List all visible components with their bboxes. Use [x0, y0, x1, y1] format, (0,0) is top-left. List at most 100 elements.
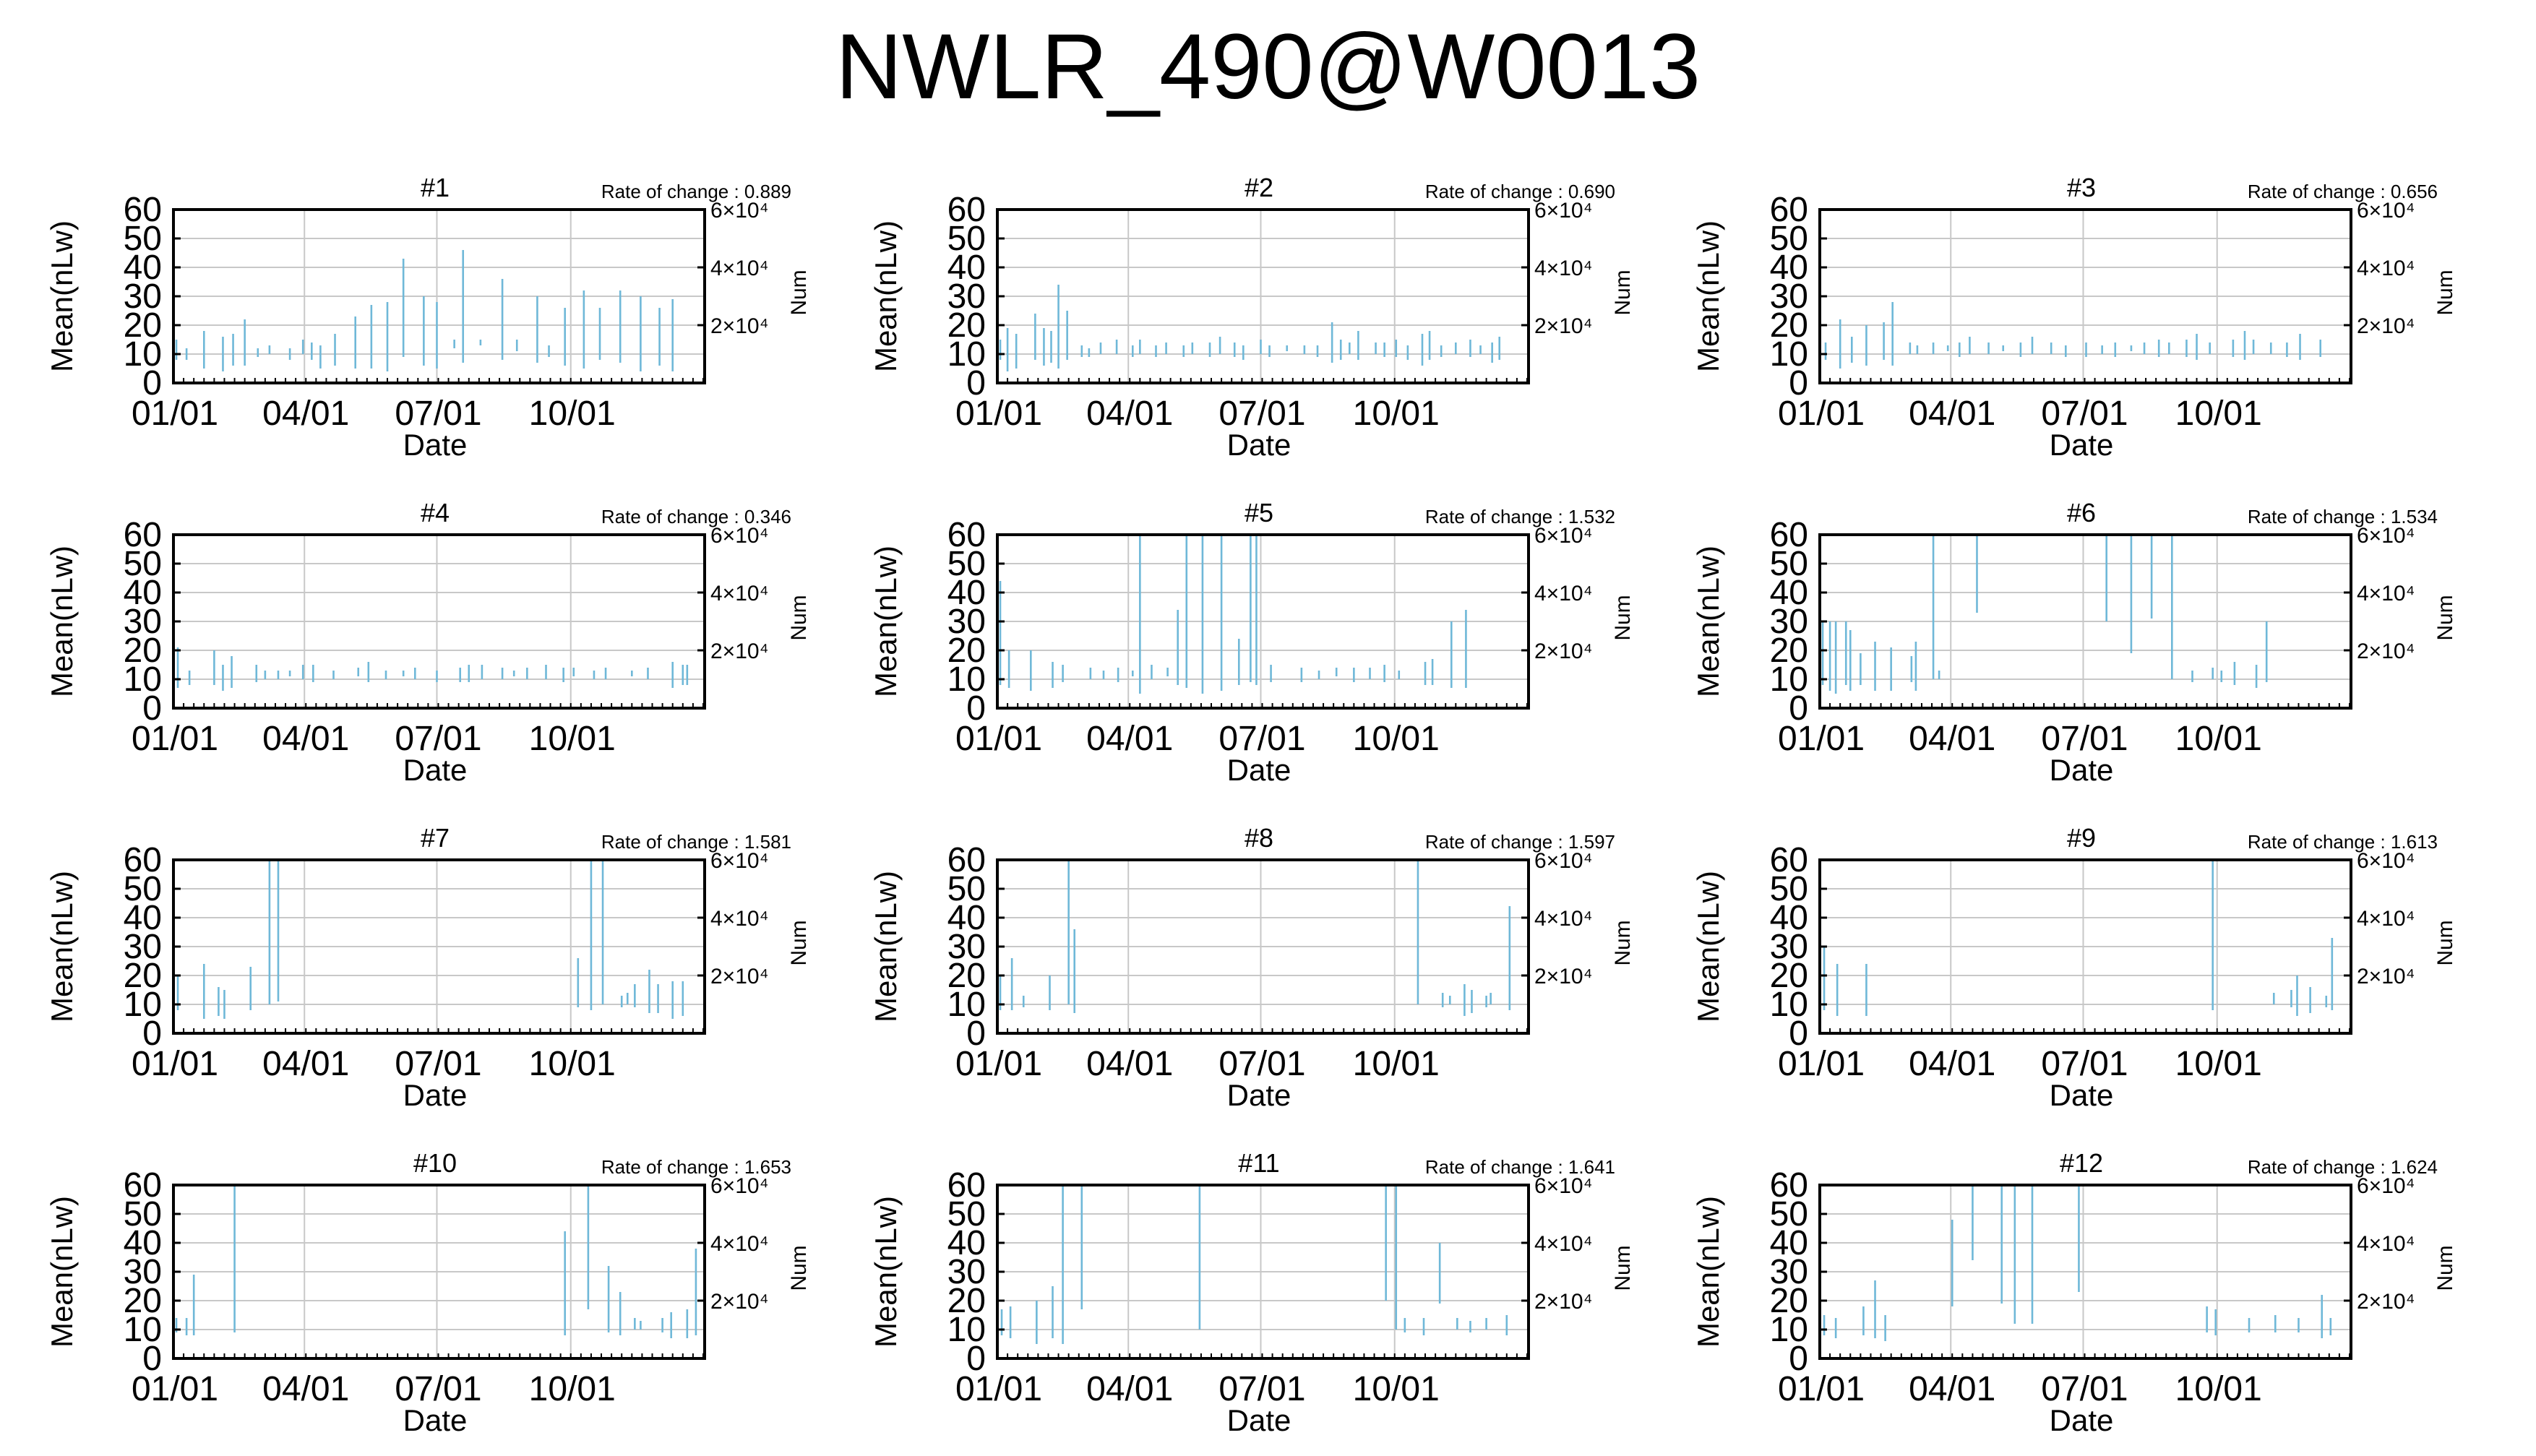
x-tick-label: 04/01: [1909, 1045, 1995, 1083]
x-tick-label: 04/01: [1086, 1045, 1173, 1083]
y-tick-label: 0: [1789, 1340, 1808, 1378]
panel-title: #1: [421, 173, 450, 202]
y2-tick-label: 2×10⁴: [1534, 314, 1592, 338]
y2-tick-label: 6×10⁴: [1534, 849, 1592, 873]
rate-of-change: Rate of change : 1.532: [1425, 506, 1615, 527]
y2-axis-label: Num: [2433, 1245, 2457, 1291]
y2-tick-label: 6×10⁴: [2357, 524, 2415, 548]
y-tick-label: 20: [1770, 632, 1808, 670]
y2-tick-label: 6×10⁴: [1534, 524, 1592, 548]
y2-tick-label: 2×10⁴: [710, 314, 768, 338]
y-tick-label: 60: [1770, 841, 1808, 879]
rate-of-change: Rate of change : 1.641: [1425, 1156, 1615, 1178]
y-tick-label: 10: [124, 986, 162, 1024]
x-tick-label: 07/01: [1218, 395, 1305, 433]
y-tick-label: 30: [1770, 928, 1808, 966]
y-tick-label: 30: [1770, 277, 1808, 316]
x-tick-label: 10/01: [2175, 720, 2262, 758]
panel-title: #4: [421, 498, 450, 527]
y-tick-label: 40: [947, 899, 986, 937]
y-tick-label: 0: [966, 1340, 986, 1378]
x-tick-label: 01/01: [1778, 395, 1865, 433]
y-tick-label: 40: [1770, 249, 1808, 287]
x-tick-label: 10/01: [529, 720, 616, 758]
y-tick-label: 60: [124, 191, 162, 229]
y-tick-label: 10: [124, 1311, 162, 1349]
x-axis-label: Date: [2050, 1403, 2114, 1437]
y-tick-label: 30: [1770, 1253, 1808, 1291]
y-tick-label: 60: [124, 516, 162, 554]
y2-tick-label: 2×10⁴: [1534, 1290, 1592, 1314]
x-tick-label: 01/01: [1778, 1045, 1865, 1083]
x-tick-label: 07/01: [2041, 720, 2128, 758]
y2-tick-label: 2×10⁴: [1534, 965, 1592, 988]
y-axis-label: Mean(nLw): [869, 871, 903, 1022]
x-tick-label: 01/01: [955, 1045, 1042, 1083]
y2-tick-label: 6×10⁴: [1534, 199, 1592, 223]
y2-tick-label: 6×10⁴: [2357, 199, 2415, 223]
x-tick-label: 04/01: [262, 1045, 349, 1083]
y2-axis-label: Num: [2433, 270, 2457, 315]
y-axis-label: Mean(nLw): [45, 220, 79, 372]
y-tick-label: 10: [947, 986, 986, 1024]
rate-of-change: Rate of change : 1.597: [1425, 831, 1615, 853]
y-tick-label: 50: [947, 545, 986, 583]
y-tick-label: 50: [947, 220, 986, 258]
x-axis-label: Date: [403, 753, 468, 787]
y2-axis-label: Num: [787, 595, 811, 640]
x-tick-label: 07/01: [395, 395, 481, 433]
y-tick-label: 50: [947, 870, 986, 908]
y2-axis-label: Num: [1611, 270, 1635, 315]
y-tick-label: 20: [1770, 957, 1808, 995]
panel-title: #7: [421, 823, 450, 853]
y-tick-label: 0: [966, 689, 986, 728]
y2-tick-label: 2×10⁴: [2357, 314, 2415, 338]
y2-tick-label: 4×10⁴: [710, 257, 768, 280]
y-tick-label: 40: [947, 1224, 986, 1262]
y-tick-label: 50: [1770, 870, 1808, 908]
x-tick-label: 10/01: [1353, 395, 1440, 433]
y-tick-label: 60: [947, 516, 986, 554]
y2-tick-label: 4×10⁴: [710, 582, 768, 606]
y-tick-label: 40: [1770, 899, 1808, 937]
y-tick-label: 40: [947, 574, 986, 612]
x-tick-label: 01/01: [132, 720, 218, 758]
rate-of-change: Rate of change : 1.534: [2248, 506, 2438, 527]
y-tick-label: 50: [124, 545, 162, 583]
y-tick-label: 20: [1770, 1282, 1808, 1320]
y-tick-label: 20: [124, 306, 162, 345]
y-axis-label: Mean(nLw): [45, 546, 79, 697]
x-axis-label: Date: [403, 428, 468, 462]
panel-title: #6: [2067, 498, 2096, 527]
panel-title: #10: [413, 1148, 457, 1178]
y2-tick-label: 4×10⁴: [1534, 1232, 1592, 1256]
y-tick-label: 30: [124, 603, 162, 641]
y-tick-label: 20: [124, 632, 162, 670]
x-tick-label: 01/01: [955, 395, 1042, 433]
x-axis-label: Date: [1227, 753, 1291, 787]
chart-panel-8: 0 10 20 30 40 50 60 01/01 04/01 07/01 10/01 2×10⁴ 4×…: [838, 813, 1648, 1131]
x-axis-label: Date: [2050, 1078, 2114, 1112]
y-tick-label: 40: [1770, 574, 1808, 612]
x-tick-label: 10/01: [2175, 395, 2262, 433]
y2-tick-label: 6×10⁴: [1534, 1174, 1592, 1198]
y2-tick-label: 4×10⁴: [2357, 257, 2415, 280]
y-tick-label: 60: [1770, 1166, 1808, 1205]
y-axis-label: Mean(nLw): [1691, 546, 1725, 697]
panel-title: #12: [2060, 1148, 2103, 1178]
x-tick-label: 04/01: [1086, 1370, 1173, 1408]
chart-panel-11: 0 10 20 30 40 50 60 01/01 04/01 07/01 10/01 2×10⁴ 4×…: [838, 1138, 1648, 1456]
y2-tick-label: 2×10⁴: [710, 639, 768, 663]
y-tick-label: 30: [947, 928, 986, 966]
panel-title: #11: [1238, 1148, 1279, 1178]
y2-tick-label: 6×10⁴: [2357, 849, 2415, 873]
y-tick-label: 60: [124, 1166, 162, 1205]
y-tick-label: 20: [947, 1282, 986, 1320]
x-tick-label: 04/01: [1086, 720, 1173, 758]
x-tick-label: 10/01: [2175, 1370, 2262, 1408]
y2-tick-label: 6×10⁴: [710, 199, 768, 223]
y2-axis-label: Num: [2433, 920, 2457, 965]
